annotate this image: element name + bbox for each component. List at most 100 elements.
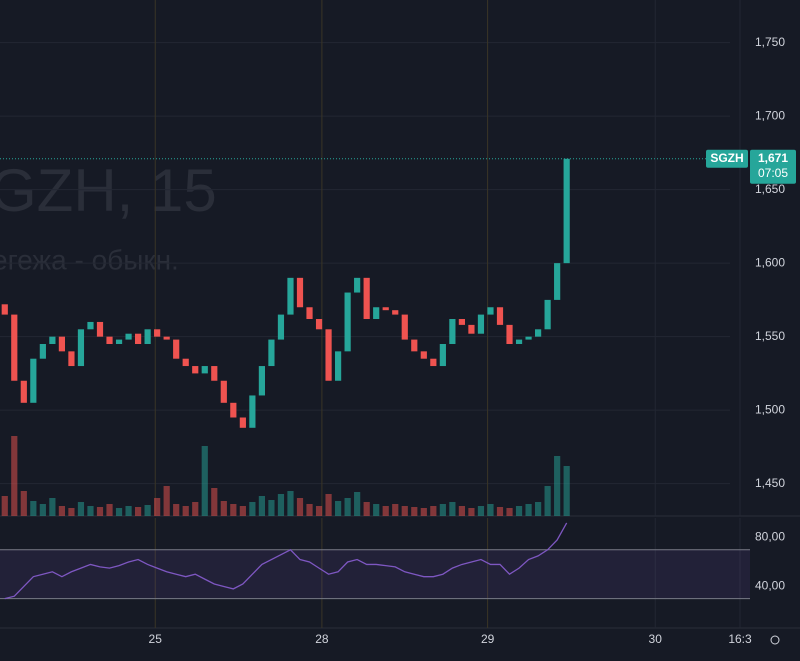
candle-body (477, 314, 485, 334)
candle-body (554, 263, 561, 300)
rsi-tick-label: 40,00 (755, 579, 785, 593)
rsi-line (4, 522, 568, 600)
countdown-label: 07:05 (758, 166, 788, 180)
candle-body (239, 417, 246, 428)
x-tick-label: 28 (315, 632, 329, 646)
volume-bar (354, 492, 361, 516)
candle-body (392, 310, 399, 315)
volume-bar (277, 494, 285, 516)
volume-bar (430, 506, 437, 516)
volume-bar (382, 506, 389, 516)
x-tick-label: 25 (149, 632, 163, 646)
symbol-label: SGZH (710, 151, 743, 165)
candle-body (106, 336, 113, 344)
y-tick-label: 1,500 (755, 402, 785, 416)
candle-body (230, 402, 237, 418)
candle-body (211, 366, 218, 381)
volume-bar (77, 502, 85, 516)
candle-body (87, 321, 94, 330)
candle-body (39, 344, 46, 359)
candle-body (563, 158, 570, 264)
volume-bar (392, 504, 399, 516)
candle-body (306, 307, 313, 320)
candle-body (125, 333, 132, 340)
volume-bar (192, 502, 199, 516)
candle-body (144, 329, 151, 344)
candle-body (154, 329, 161, 337)
candle-body (258, 366, 265, 396)
candle-body (420, 351, 427, 359)
candle-body (354, 277, 361, 293)
candle-body (58, 336, 65, 352)
volume-bar (163, 486, 170, 516)
volume-bar (211, 488, 218, 516)
candle-body (325, 329, 332, 381)
x-tick-label: 16:3 (728, 632, 752, 646)
volume-bar (144, 505, 151, 516)
volume-bar (249, 502, 256, 516)
volume-bar (68, 508, 75, 516)
volume-bar (20, 491, 27, 516)
price-box (750, 149, 796, 184)
y-tick-label: 1,600 (755, 255, 785, 269)
volume-bar (554, 456, 561, 516)
volume-bar (344, 498, 351, 516)
volume-bar (449, 502, 456, 516)
x-tick-label: 30 (649, 632, 663, 646)
candle-body (535, 329, 542, 337)
candle-body (515, 339, 523, 344)
volume-bar (268, 500, 275, 516)
volume-bar (30, 501, 37, 516)
volume-bar (563, 466, 570, 516)
candle-body (30, 358, 37, 403)
candle-body (449, 319, 456, 344)
candle-body (182, 358, 189, 367)
y-tick-label: 1,550 (755, 329, 785, 343)
volume-bar (173, 504, 180, 516)
candle-body (430, 358, 437, 367)
candle-body (506, 324, 513, 344)
volume-bar (420, 508, 427, 516)
candle-body (77, 329, 85, 367)
rsi-band (0, 549, 750, 599)
candle-body (335, 351, 342, 381)
volume-bar (239, 506, 246, 516)
volume-bar (106, 504, 113, 516)
candle-body (296, 277, 304, 308)
volume-bar (544, 486, 551, 516)
candle-body (439, 344, 446, 367)
candle-body (96, 321, 104, 337)
volume-bar (39, 504, 46, 516)
candle-body (68, 351, 75, 367)
volume-bar (401, 506, 408, 516)
candle-body (277, 314, 285, 340)
candle-body (544, 299, 551, 330)
candle-body (525, 336, 532, 340)
candle-body (496, 307, 504, 325)
volume-bar (515, 506, 523, 516)
volume-bar (468, 508, 475, 516)
candle-body (363, 277, 370, 320)
volume-bar (125, 506, 132, 516)
candle-body (458, 319, 465, 325)
candle-body (487, 307, 494, 315)
symbol-box (706, 149, 748, 168)
volume-bar (230, 504, 237, 516)
volume-bar (306, 504, 313, 516)
candle-body (268, 339, 275, 367)
volume-bar (363, 502, 370, 516)
volume-bar (96, 507, 104, 516)
volume-bar (535, 502, 542, 516)
candle-body (382, 307, 389, 311)
volume-bar (1, 496, 8, 516)
candle-body (192, 366, 199, 374)
volume-bar (87, 506, 94, 516)
y-tick-label: 1,450 (755, 476, 785, 490)
volume-bar (373, 504, 380, 516)
candle-body (344, 292, 351, 352)
volume-bar (296, 498, 304, 516)
candle-body (11, 314, 18, 381)
settings-icon[interactable] (770, 635, 780, 645)
